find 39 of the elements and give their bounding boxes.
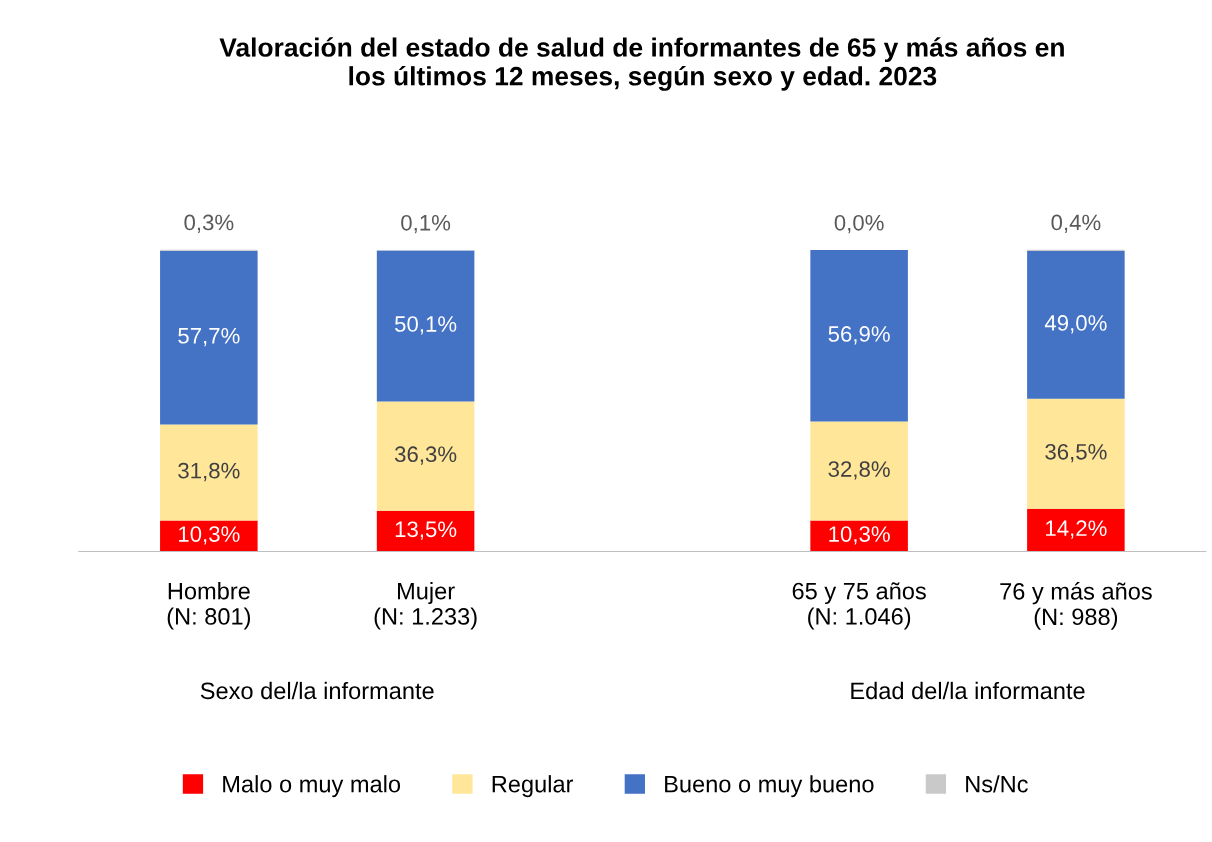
- bar: [1027, 398, 1125, 509]
- data-label: 31,8%: [178, 462, 240, 482]
- data-label: 50,1%: [394, 316, 457, 335]
- chart-title: Valoración del estado de salud de informantes de 65 y más años en los últimos 12 meses, según sexo y edad. 2023: [219, 37, 1064, 91]
- bar: [160, 520, 258, 552]
- text: Edad del/la informante: [851, 681, 1085, 700]
- data-label: 0,4%: [1051, 214, 1101, 233]
- bar: [810, 520, 908, 552]
- x-tick-label: 65 y 75 años (N: 1.046): [792, 582, 926, 630]
- data-label: 36,5%: [1045, 443, 1107, 463]
- data-label: 32,8%: [828, 461, 890, 480]
- data-label: 13,5%: [395, 521, 457, 540]
- data-label: 0,1%: [401, 214, 451, 234]
- bar: [376, 250, 475, 402]
- legend-label: Malo o muy malo: [223, 775, 401, 798]
- data-label: 56,9%: [828, 326, 890, 345]
- data-label: 10,3%: [179, 526, 240, 545]
- text: Sexo del/la informante: [200, 681, 434, 700]
- data-label: 0,3%: [184, 214, 234, 233]
- x-tick-label: 76 y más años (N: 988): [1000, 582, 1152, 630]
- bar: [376, 401, 475, 511]
- bar: [1027, 251, 1125, 399]
- bar: [160, 424, 258, 521]
- legend-label: Ns/Nc: [966, 775, 1028, 793]
- data-label: 36,3%: [394, 446, 457, 465]
- data-label: 57,7%: [178, 327, 240, 347]
- bar: [810, 421, 908, 521]
- bar: [1027, 508, 1125, 552]
- bar: [160, 250, 258, 425]
- data-label: 0,0%: [834, 214, 884, 234]
- x-tick-label: Mujer (N: 1.233): [374, 582, 477, 630]
- x-tick-label: Hombre (N: 801): [167, 582, 251, 630]
- legend-label: Regular: [492, 775, 574, 798]
- data-label: 14,2%: [1046, 520, 1107, 539]
- data-label: 49,0%: [1044, 315, 1107, 334]
- data-label: 10,3%: [829, 526, 890, 545]
- bar: [810, 250, 908, 422]
- legend-label: Bueno o muy bueno: [665, 775, 874, 798]
- bar: [376, 510, 475, 552]
